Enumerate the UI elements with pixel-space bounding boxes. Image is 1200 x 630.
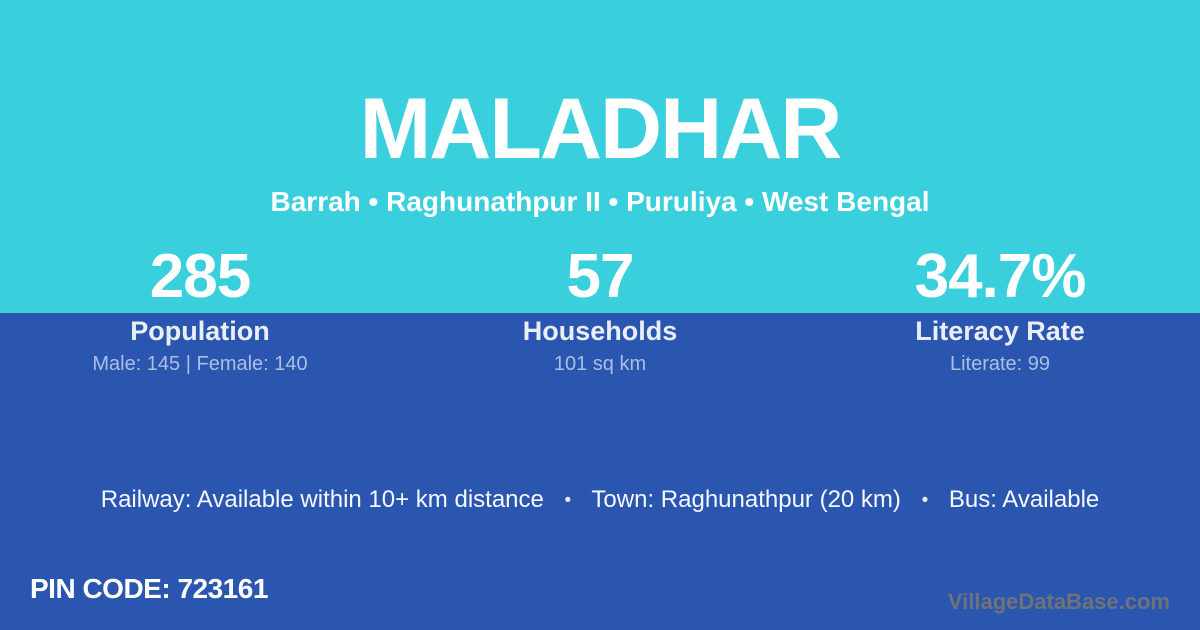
households-value: 57 <box>566 242 635 311</box>
stat-literacy: 34.7% Literacy Rate Literate: 99 <box>800 246 1200 376</box>
population-label: Population <box>130 316 270 346</box>
facility-town: Town: Raghunathpur (20 km) <box>591 486 901 513</box>
households-detail: 101 sq km <box>553 353 647 375</box>
population-value: 285 <box>149 242 251 311</box>
facilities-line: Railway: Available within 10+ km distanc… <box>0 485 1200 516</box>
page-title: MALADHAR <box>359 81 843 177</box>
bullet-separator: • <box>921 490 929 511</box>
stats-row: 285 Population Male: 145 | Female: 140 5… <box>0 246 1200 376</box>
facility-railway: Railway: Available within 10+ km distanc… <box>100 486 544 513</box>
location-breadcrumb: Barrah • Raghunathpur II • Puruliya • We… <box>270 186 930 217</box>
literacy-label: Literacy Rate <box>915 316 1085 346</box>
watermark-site-name: VillageDataBase.com <box>947 589 1170 614</box>
population-detail: Male: 145 | Female: 140 <box>92 353 308 375</box>
stat-population: 285 Population Male: 145 | Female: 140 <box>0 246 400 376</box>
literacy-value: 34.7% <box>914 242 1087 311</box>
facility-bus: Bus: Available <box>948 486 1100 513</box>
pin-code-label: PIN CODE: 723161 <box>30 573 268 604</box>
top-section <box>0 0 1200 313</box>
stat-households: 57 Households 101 sq km <box>400 246 800 376</box>
bottom-section <box>0 313 1200 630</box>
literacy-detail: Literate: 99 <box>949 353 1051 375</box>
households-label: Households <box>522 316 678 346</box>
bullet-separator: • <box>564 490 572 511</box>
